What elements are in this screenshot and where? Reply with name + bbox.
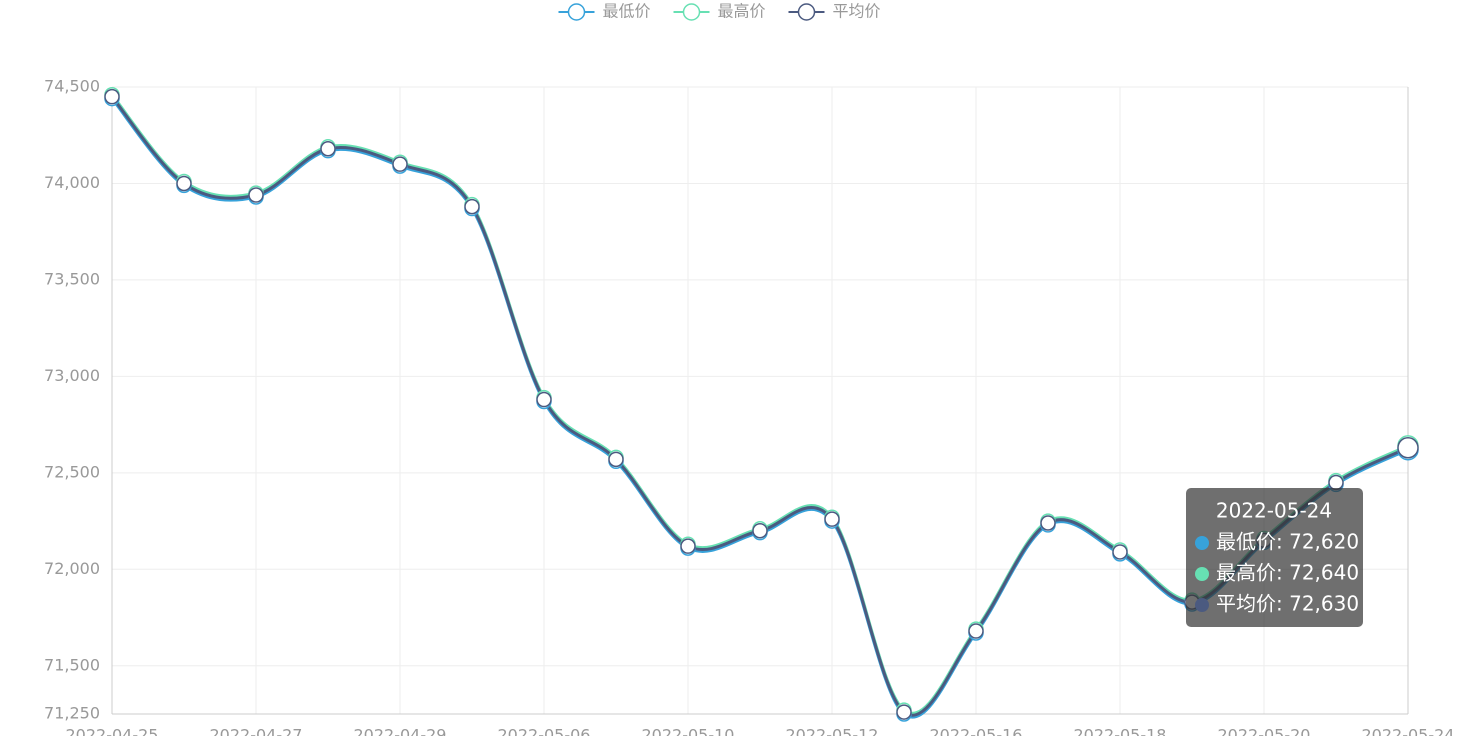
tooltip-dot [1195,598,1209,612]
point-marker [104,88,120,105]
x-tick-label: 2022-05-10 [642,726,735,736]
point-marker [752,522,768,539]
legend-label: 平均价 [833,2,881,21]
point-marker [680,538,696,554]
legend-label: 最低价 [603,2,651,21]
y-tick-label: 72,000 [44,559,100,578]
point-marker [176,175,192,192]
point-marker [608,451,624,468]
tooltip-dot [1195,567,1209,581]
x-tick-label: 2022-05-06 [498,726,591,736]
y-tick-label: 74,000 [44,173,100,192]
x-tick-label: 2022-05-12 [786,726,879,736]
x-tick-label: 2022-04-27 [210,726,303,736]
point-marker [1397,437,1419,459]
x-tick-label: 2022-04-25 [66,726,159,736]
x-tick-label: 2022-04-29 [354,726,447,736]
x-tick-label: 2022-05-16 [930,726,1023,736]
legend-label: 最高价 [718,2,766,21]
legend-icon [797,3,816,21]
point-marker [320,140,336,157]
y-tick-label: 73,000 [44,366,100,385]
x-tick-label: 2022-05-18 [1074,726,1167,736]
legend: 最低价 最高价 平均价 [558,2,881,21]
y-tick-label: 74,500 [44,77,100,96]
point-marker [1040,515,1056,531]
tooltip-title: 2022-05-24 [1216,499,1332,523]
y-tick-label: 73,500 [44,269,100,288]
x-tick-label: 2022-05-24 [1362,726,1455,736]
point-marker [824,511,840,527]
y-tick-label: 71,250 [44,704,100,723]
y-tick-label: 72,500 [44,462,100,481]
tooltip-row: 最高价: 72,640 [1216,561,1359,585]
tooltip-dot [1195,536,1209,550]
point-marker [392,156,408,172]
y-tick-label: 71,500 [44,655,100,674]
point-marker [464,198,480,215]
point-marker [1112,544,1128,560]
tooltip: 2022-05-24 最低价: 72,620 最高价: 72,640 平均价: 72,… [1186,488,1363,627]
tooltip-row: 平均价: 72,630 [1216,592,1359,616]
point-marker [896,704,912,720]
point-marker [248,187,264,203]
legend-icon [567,3,586,21]
x-tick-label: 2022-05-20 [1218,726,1311,736]
legend-icon [682,3,701,21]
tooltip-box [1186,488,1363,627]
tooltip-row: 最低价: 72,620 [1216,530,1359,554]
point-marker [1328,474,1344,491]
point-marker [968,623,984,639]
point-marker [536,391,552,408]
